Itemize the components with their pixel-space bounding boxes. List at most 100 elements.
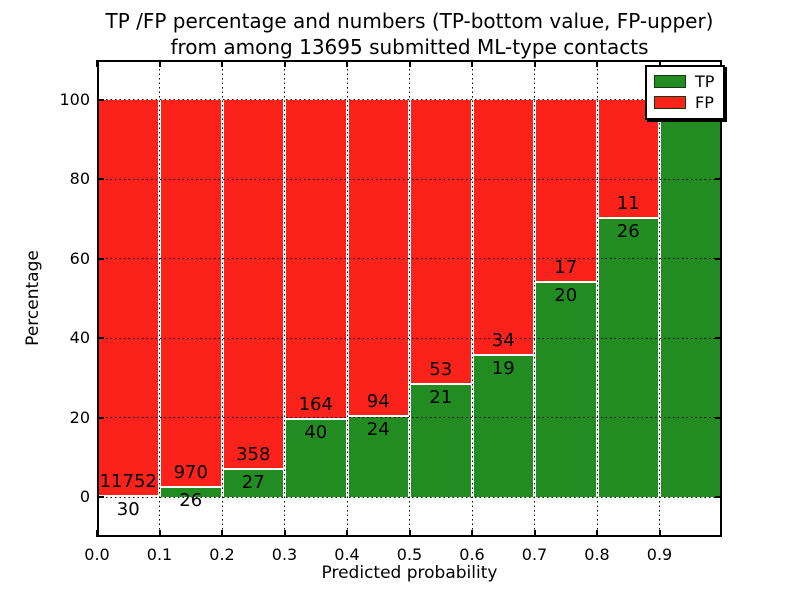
bar-segment-edge: [284, 418, 347, 421]
y-tick-label: 40: [69, 328, 90, 348]
x-tick-label: 0.7: [521, 545, 548, 564]
y-tick-mark-right: [715, 178, 722, 181]
bar-segment-fp: [159, 99, 222, 487]
bar-count-label-fp: 11752: [99, 471, 157, 493]
legend: TP FP: [645, 65, 726, 120]
chart-title: TP /FP percentage and numbers (TP-bottom…: [97, 8, 722, 60]
bar-count-label-fp: 11: [616, 192, 640, 214]
bar-count-label-fp: 164: [298, 394, 333, 416]
x-tick-mark-bottom: [158, 530, 161, 537]
y-tick-label: 0: [79, 487, 90, 507]
x-tick-label: 0.0: [84, 545, 110, 564]
bar-count-label-tp: 20: [554, 285, 578, 307]
bar-count-label-tp: 24: [366, 419, 390, 441]
bar-segment-edge: [347, 415, 410, 418]
y-tick-label: 100: [59, 89, 90, 109]
x-tick-mark-top: [96, 60, 98, 67]
bar-segment-fp: [222, 99, 285, 470]
x-tick-mark-bottom: [658, 530, 661, 537]
y-tick-mark-right: [715, 496, 722, 499]
bar-segment-edge: [409, 383, 472, 386]
x-tick-mark-bottom: [283, 530, 286, 537]
y-tick-label: 80: [69, 169, 90, 189]
x-tick-label: 0.1: [146, 545, 173, 564]
grid-line-horizontal: [97, 417, 722, 419]
grid-line-vertical: [284, 60, 285, 537]
grid-line-vertical: [221, 60, 223, 537]
chart-title-line1: TP /FP percentage and numbers (TP-bottom…: [105, 9, 714, 33]
bar-segment-fp: [534, 99, 597, 283]
x-tick-mark-top: [158, 60, 161, 67]
grid-line-vertical: [534, 60, 535, 537]
bar-count-label-tp: 40: [304, 422, 328, 444]
grid-line-horizontal: [97, 258, 722, 260]
x-tick-mark-bottom: [596, 530, 598, 537]
x-axis-label: Predicted probability: [321, 563, 498, 583]
x-tick-mark-top: [408, 60, 411, 67]
bar-segment-tp: [222, 469, 285, 498]
bar-count-label-fp: 358: [236, 444, 271, 466]
bar-count-label-fp: 17: [554, 257, 578, 279]
y-tick-mark-left: [97, 496, 104, 499]
bar-segment-edge: [222, 468, 285, 471]
bar-segment-fp: [284, 99, 347, 420]
bar-count-label-fp: 94: [366, 391, 390, 413]
x-tick-label: 0.9: [646, 545, 673, 564]
grid-line-vertical: [346, 60, 348, 537]
bar-count-label-tp: 19: [491, 357, 515, 379]
bar-count-label-tp: 30: [116, 499, 140, 521]
legend-entry-fp: FP: [654, 92, 714, 113]
x-tick-label: 0.5: [396, 545, 423, 564]
x-tick-label: 0.4: [334, 545, 360, 564]
grid-line-horizontal: [97, 99, 722, 101]
bar-count-label-tp: 21: [429, 387, 453, 409]
bar-segment-tp: [597, 217, 660, 498]
bar-segment-tp: [534, 282, 597, 498]
y-tick-mark-left: [97, 98, 104, 101]
legend-entry-tp: TP: [654, 71, 714, 92]
y-tick-mark-right: [715, 257, 722, 260]
x-tick-mark-bottom: [533, 530, 536, 537]
bar-segment-tp: [347, 416, 410, 498]
bar-segment-tp: [659, 99, 722, 498]
x-tick-label: 0.3: [271, 545, 298, 564]
grid-line-vertical: [659, 60, 660, 537]
legend-label-tp: TP: [695, 71, 715, 91]
x-tick-mark-top: [221, 60, 223, 67]
x-tick-mark-top: [596, 60, 598, 67]
y-tick-label: 60: [69, 248, 90, 268]
bar-segment-fp: [409, 99, 472, 385]
bar-segment-tp: [159, 486, 222, 498]
bar-count-label-fp: 53: [429, 359, 453, 381]
grid-line-horizontal: [97, 496, 722, 498]
x-tick-mark-top: [533, 60, 536, 67]
x-tick-mark-bottom: [221, 530, 223, 537]
bar-segment-fp: [472, 99, 535, 355]
x-tick-mark-bottom: [96, 530, 98, 537]
bar-count-label-tp: 26: [179, 489, 203, 511]
x-tick-mark-bottom: [471, 530, 473, 537]
y-tick-mark-right: [715, 337, 722, 340]
bar-segment-fp: [97, 99, 160, 497]
grid-line-horizontal: [97, 178, 722, 180]
y-tick-mark-left: [97, 416, 104, 419]
y-tick-mark-left: [97, 337, 104, 340]
bar-count-label-tp: 27: [241, 472, 265, 494]
y-tick-mark-right: [715, 416, 722, 419]
bar-count-label-fp: 34: [491, 329, 515, 351]
x-tick-mark-bottom: [346, 530, 348, 537]
bar-count-label-fp: 970: [173, 461, 208, 483]
x-tick-label: 0.2: [209, 545, 235, 564]
y-tick-mark-left: [97, 178, 104, 181]
grid-line-vertical: [409, 60, 410, 537]
bar-segment-edge: [597, 216, 660, 219]
plot-area: TP FP 11752 30 970 26 358 27 164 40 94 24 53 21 34 19…: [96, 60, 726, 537]
x-tick-label: 0.6: [459, 545, 485, 564]
x-tick-mark-bottom: [408, 530, 411, 537]
grid-line-vertical: [596, 60, 598, 537]
bar-segment-edge: [534, 281, 597, 284]
x-tick-label: 0.8: [584, 545, 610, 564]
grid-line-vertical: [159, 60, 160, 537]
bar-segment-edge: [159, 485, 222, 488]
